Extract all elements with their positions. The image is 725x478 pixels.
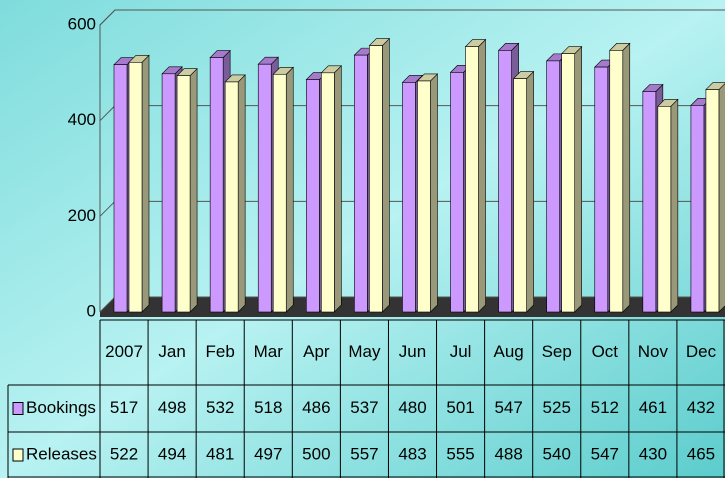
bar [609,50,624,313]
bar [705,89,720,313]
table-cell: 547 [494,398,522,417]
bar-side [430,73,438,313]
bar [113,64,128,313]
bar [176,75,191,313]
legend-label: Releases [26,444,97,463]
x-tick-label: Jan [158,342,185,361]
bar-side [189,67,198,313]
table-cell: 432 [687,398,715,417]
bar-side [285,66,294,313]
table-cell: 532 [206,398,234,417]
bar [306,79,320,313]
bar [272,73,287,313]
table-cell: 430 [639,444,667,463]
bar-side [237,74,246,313]
bar-side [670,98,679,313]
x-tick-label: Oct [592,342,619,361]
table-cell: 486 [302,398,330,417]
table-cell: 483 [398,444,426,463]
y-tick-label: 600 [68,14,96,33]
table-cell: 500 [302,444,330,463]
table-cell: 481 [206,444,234,463]
table-cell: 465 [687,444,715,463]
bar [161,73,176,313]
table-cell: 525 [543,398,571,417]
x-tick-label: Feb [206,342,235,361]
bar [128,62,143,313]
bar [321,72,335,313]
bar [513,78,527,313]
x-tick-label: Aug [494,342,524,361]
table-cell: 480 [398,398,426,417]
legend-key [12,402,24,415]
y-tick-label: 400 [68,110,96,129]
bar [417,80,431,313]
bar-side [526,70,534,313]
table-cell: 555 [446,444,474,463]
bar [594,66,609,313]
table-cell: 557 [350,444,378,463]
bar-side [574,45,582,313]
bar [369,45,383,313]
x-tick-label: Apr [303,342,330,361]
table-cell: 540 [543,444,571,463]
table-cell: 501 [446,398,474,417]
bar [224,81,239,313]
bar [642,91,657,313]
table-cell: 497 [254,444,282,463]
bar [465,46,479,313]
y-tick-label: 200 [68,206,96,225]
x-tick-label: Sep [542,342,572,361]
bar-side [622,42,631,313]
x-tick-label: 2007 [105,342,143,361]
x-tick-label: Jul [450,342,472,361]
legend-key [12,448,24,462]
x-tick-label: May [348,342,381,361]
table-cell: 488 [494,444,522,463]
legend-label: Bookings [26,398,96,417]
bar [450,72,464,313]
table-cell: 517 [110,398,138,417]
y-tick-label: 0 [87,301,96,320]
bar-side [478,38,486,313]
bar [257,63,272,313]
table-cell: 494 [158,444,186,463]
bar [561,53,575,313]
bar-side [334,65,342,313]
x-tick-label: Mar [254,342,284,361]
table-cell: 498 [158,398,186,417]
bar [498,50,512,313]
x-tick-label: Dec [686,342,717,361]
bar [546,60,560,313]
table-cell: 518 [254,398,282,417]
x-tick-label: Nov [638,342,669,361]
table-cell: 537 [350,398,378,417]
bar [402,82,416,313]
grid-line [99,9,725,26]
x-tick-label: Jun [399,342,426,361]
bar-side [141,54,150,313]
bar-side [382,37,390,313]
bar-side [718,83,725,313]
bar [690,105,705,313]
bar [209,57,224,313]
table-cell: 522 [110,444,138,463]
table-cell: 512 [591,398,619,417]
table-cell: 461 [639,398,667,417]
bar [657,106,672,313]
table-cell: 547 [591,444,619,463]
bar [354,54,368,313]
